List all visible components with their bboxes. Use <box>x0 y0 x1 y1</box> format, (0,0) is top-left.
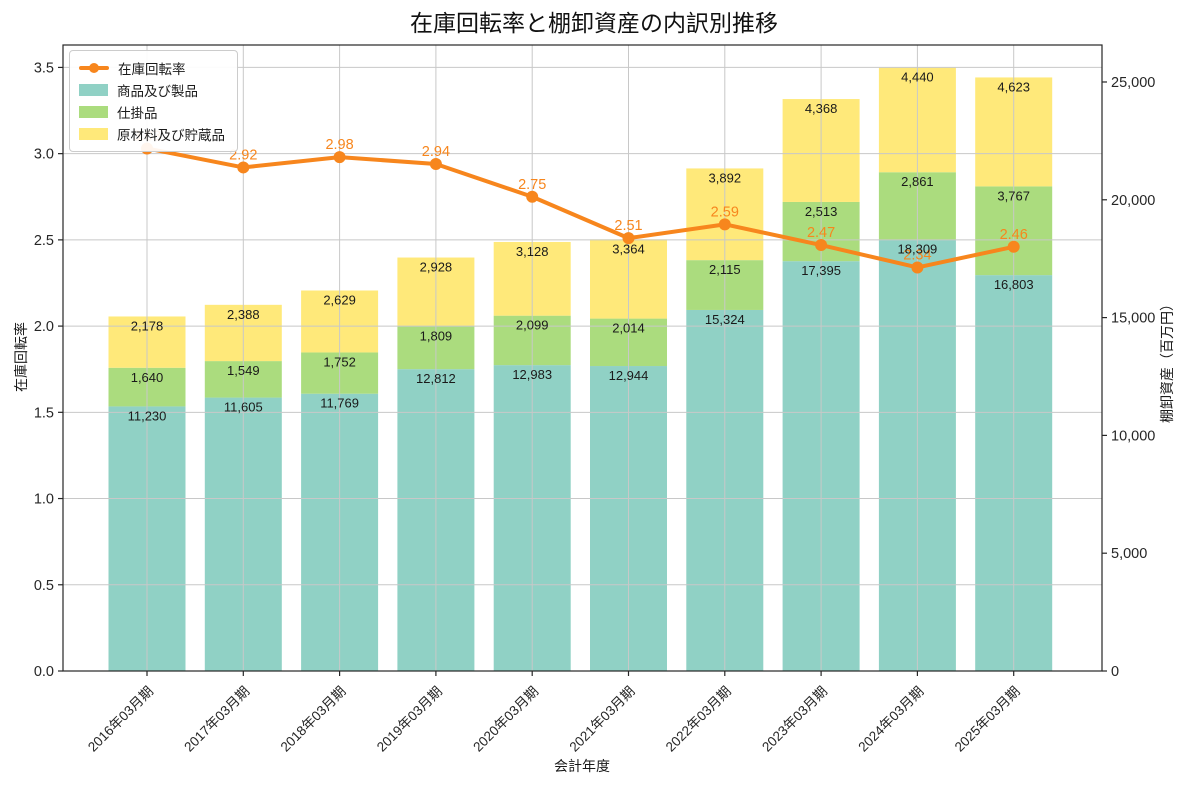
x-axis-title: 会計年度 <box>554 758 610 774</box>
bar-value-label: 11,769 <box>320 396 359 411</box>
bar-value-label: 2,099 <box>516 318 549 333</box>
bar-value-label: 4,623 <box>997 79 1030 94</box>
left-axis-title: 在庫回転率 <box>13 322 29 392</box>
bar-value-label: 3,767 <box>997 188 1030 203</box>
legend-item-products: 商品及び製品 <box>79 80 225 100</box>
bar-value-label: 3,364 <box>612 241 645 256</box>
bar-value-label: 11,230 <box>128 408 167 423</box>
legend-label: 原材料及び貯蔵品 <box>117 128 225 143</box>
line-value-label: 2.59 <box>711 204 739 220</box>
bar-value-label: 1,809 <box>420 329 453 344</box>
turnover-line <box>146 146 1015 270</box>
bar-value-label: 12,983 <box>512 367 552 382</box>
bar-value-label: 2,014 <box>612 321 645 336</box>
chart-title: 在庫回転率と棚卸資産の内訳別推移 <box>410 10 778 36</box>
x-tick-label: 2022年03月期 <box>663 684 734 755</box>
legend-item-materials: 原材料及び貯蔵品 <box>79 124 225 144</box>
bar-value-label: 15,324 <box>705 312 745 327</box>
bar-value-label: 18,309 <box>898 242 938 257</box>
legend-line-marker-icon <box>79 61 109 75</box>
plot-border <box>62 44 1103 672</box>
left-tick-label: 0.0 <box>34 664 54 680</box>
bar-value-label: 1,752 <box>323 354 356 369</box>
legend-patch-icon <box>79 84 108 96</box>
line-value-label: 2.51 <box>614 218 642 234</box>
bar-value-label: 1,549 <box>227 363 260 378</box>
bar-value-label: 4,440 <box>901 70 934 85</box>
bar-value-label: 3,892 <box>709 170 742 185</box>
x-tick-label: 2025年03月期 <box>952 684 1023 755</box>
line-value-label: 2.98 <box>325 137 353 153</box>
right-tick-label: 15,000 <box>1111 311 1155 327</box>
right-tick-label: 10,000 <box>1111 428 1155 444</box>
line-marker <box>429 157 442 170</box>
bar-value-label: 16,803 <box>994 277 1034 292</box>
left-tick-label: 0.5 <box>34 578 54 594</box>
x-tick-label: 2023年03月期 <box>759 684 830 755</box>
x-tick-label: 2019年03月期 <box>374 684 445 755</box>
x-tick-label: 2021年03月期 <box>567 684 638 755</box>
line-marker <box>1007 240 1020 253</box>
bar-value-label: 17,395 <box>801 263 841 278</box>
line-value-label: 2.46 <box>1000 227 1028 243</box>
right-tick-label: 5,000 <box>1111 546 1147 562</box>
left-tick-label: 1.5 <box>34 405 54 421</box>
legend-item-wip: 仕掛品 <box>79 102 225 122</box>
right-axis-title: 棚卸資産（百万円） <box>1159 297 1175 423</box>
bar-value-label: 2,388 <box>227 307 260 322</box>
legend-item-turnover: 在庫回転率 <box>79 58 225 78</box>
legend-label: 仕掛品 <box>117 106 158 121</box>
x-tick-label: 2017年03月期 <box>181 684 252 755</box>
x-tick-label: 2016年03月期 <box>85 684 156 755</box>
left-tick-label: 3.5 <box>34 60 54 76</box>
left-tick-label: 3.0 <box>34 147 54 163</box>
line-value-label: 2.47 <box>807 225 835 241</box>
left-tick-label: 1.0 <box>34 492 54 508</box>
line-marker <box>622 232 635 245</box>
line-marker <box>815 239 828 252</box>
line-marker <box>911 261 924 274</box>
line-marker <box>718 218 731 231</box>
bar-value-label: 11,605 <box>224 400 263 415</box>
bar-value-label: 2,513 <box>805 204 838 219</box>
bar-value-label: 1,640 <box>131 370 164 385</box>
legend-patch-icon <box>79 128 108 140</box>
line-value-label: 2.75 <box>518 177 546 193</box>
line-marker <box>526 190 539 203</box>
line-marker <box>333 151 346 164</box>
bar-value-label: 2,178 <box>131 318 164 333</box>
x-tick-label: 2018年03月期 <box>278 684 349 755</box>
bar-value-label: 2,928 <box>420 260 453 275</box>
legend-label: 商品及び製品 <box>117 84 198 99</box>
right-tick-label: 25,000 <box>1111 75 1155 91</box>
line-value-label: 2.34 <box>903 247 931 263</box>
bar-value-label: 4,368 <box>805 101 838 116</box>
line-value-label: 2.94 <box>422 144 450 160</box>
line-marker <box>237 161 250 174</box>
right-tick-label: 20,000 <box>1111 193 1155 209</box>
x-tick-label: 2020年03月期 <box>470 684 541 755</box>
bar-value-label: 2,861 <box>901 174 934 189</box>
bar-value-label: 2,115 <box>709 262 741 277</box>
legend-label: 在庫回転率 <box>118 62 186 77</box>
bar-value-label: 12,812 <box>416 371 456 386</box>
bar-value-label: 12,944 <box>609 368 649 383</box>
left-tick-label: 2.5 <box>34 233 54 249</box>
bar-value-label: 2,629 <box>323 292 356 307</box>
legend: 在庫回転率 商品及び製品 仕掛品 原材料及び貯蔵品 <box>69 50 238 152</box>
x-tick-label: 2024年03月期 <box>855 684 926 755</box>
line-value-label: 2.92 <box>229 147 257 163</box>
bar-value-label: 3,128 <box>516 244 549 259</box>
legend-patch-icon <box>79 106 108 118</box>
left-tick-label: 2.0 <box>34 319 54 335</box>
right-tick-label: 0 <box>1111 664 1119 680</box>
